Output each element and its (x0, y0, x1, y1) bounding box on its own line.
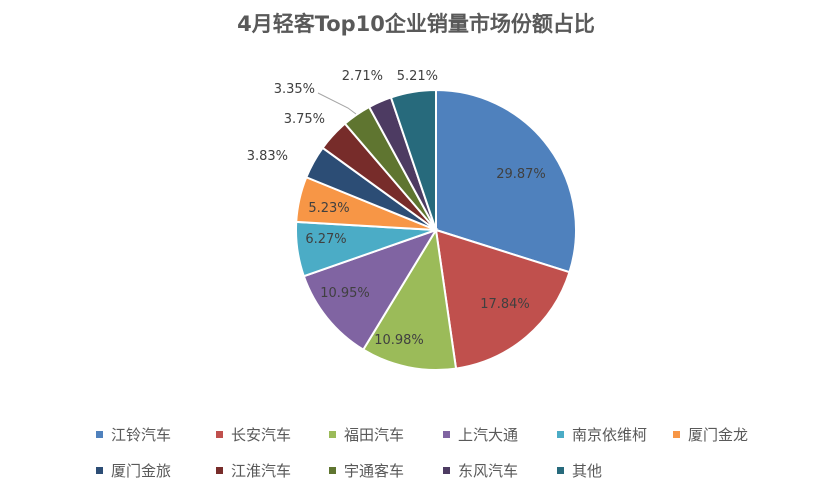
legend-label: 上汽大通 (458, 426, 519, 444)
legend: 江铃汽车 长安汽车 福田汽车 上汽大通 南京依维柯 厦门金龙 厦门金旅 江淮汽车 宇通客车 东风… (96, 424, 748, 481)
legend-label: 江铃汽车 (111, 426, 172, 444)
legend-swatch (443, 431, 450, 438)
leader-line (317, 92, 357, 115)
pie-slice-4 (302, 228, 439, 351)
legend-swatch (443, 467, 450, 474)
pie-slice-1 (435, 88, 577, 274)
legend-item: 厦门金旅 (96, 460, 171, 481)
legend-item: 江铃汽车 (96, 424, 171, 445)
legend-label: 其他 (572, 462, 603, 480)
legend-label: 厦门金龙 (688, 426, 749, 444)
legend-label: 江淮汽车 (231, 462, 292, 480)
pie-slice-3 (361, 227, 458, 371)
pie-slice-2 (434, 228, 571, 370)
legend-swatch (557, 467, 564, 474)
legend-swatch (557, 431, 564, 438)
slice-label-7: 3.83% (247, 149, 288, 164)
legend-label: 东风汽车 (458, 462, 519, 480)
legend-item: 上汽大通 (443, 424, 518, 445)
legend-item: 江淮汽车 (216, 460, 291, 481)
legend-label: 南京依维柯 (572, 426, 648, 444)
slice-label-11: 5.21% (397, 69, 438, 84)
slice-label-6: 5.23% (308, 201, 349, 216)
legend-item: 厦门金龙 (673, 424, 748, 445)
legend-swatch (96, 467, 103, 474)
legend-item: 东风汽车 (443, 460, 518, 481)
chart-title: 4月轻客Top10企业销量市场份额占比 (237, 12, 595, 36)
legend-item: 福田汽车 (329, 424, 404, 445)
legend-item: 南京依维柯 (557, 424, 647, 445)
slice-label-2: 17.84% (480, 297, 530, 312)
slice-label-3: 10.98% (374, 333, 424, 348)
legend-item: 其他 (557, 460, 602, 481)
legend-swatch (216, 431, 223, 438)
slice-label-4: 10.95% (320, 286, 370, 301)
legend-item: 宇通客车 (329, 460, 404, 481)
legend-swatch (216, 467, 223, 474)
legend-swatch (96, 431, 103, 438)
legend-swatch (329, 431, 336, 438)
legend-item: 长安汽车 (216, 424, 291, 445)
legend-label: 宇通客车 (344, 462, 405, 480)
slice-label-8: 3.75% (284, 112, 325, 127)
legend-swatch (329, 467, 336, 474)
legend-label: 福田汽车 (344, 426, 405, 444)
legend-label: 长安汽车 (231, 426, 292, 444)
legend-swatch (673, 431, 680, 438)
pie-slice-11 (389, 88, 437, 231)
slice-label-1: 29.87% (496, 167, 546, 182)
slice-label-5: 6.27% (305, 232, 346, 247)
legend-label: 厦门金旅 (111, 462, 172, 480)
slice-label-9: 3.35% (274, 82, 315, 97)
slice-label-10: 2.71% (342, 69, 383, 84)
